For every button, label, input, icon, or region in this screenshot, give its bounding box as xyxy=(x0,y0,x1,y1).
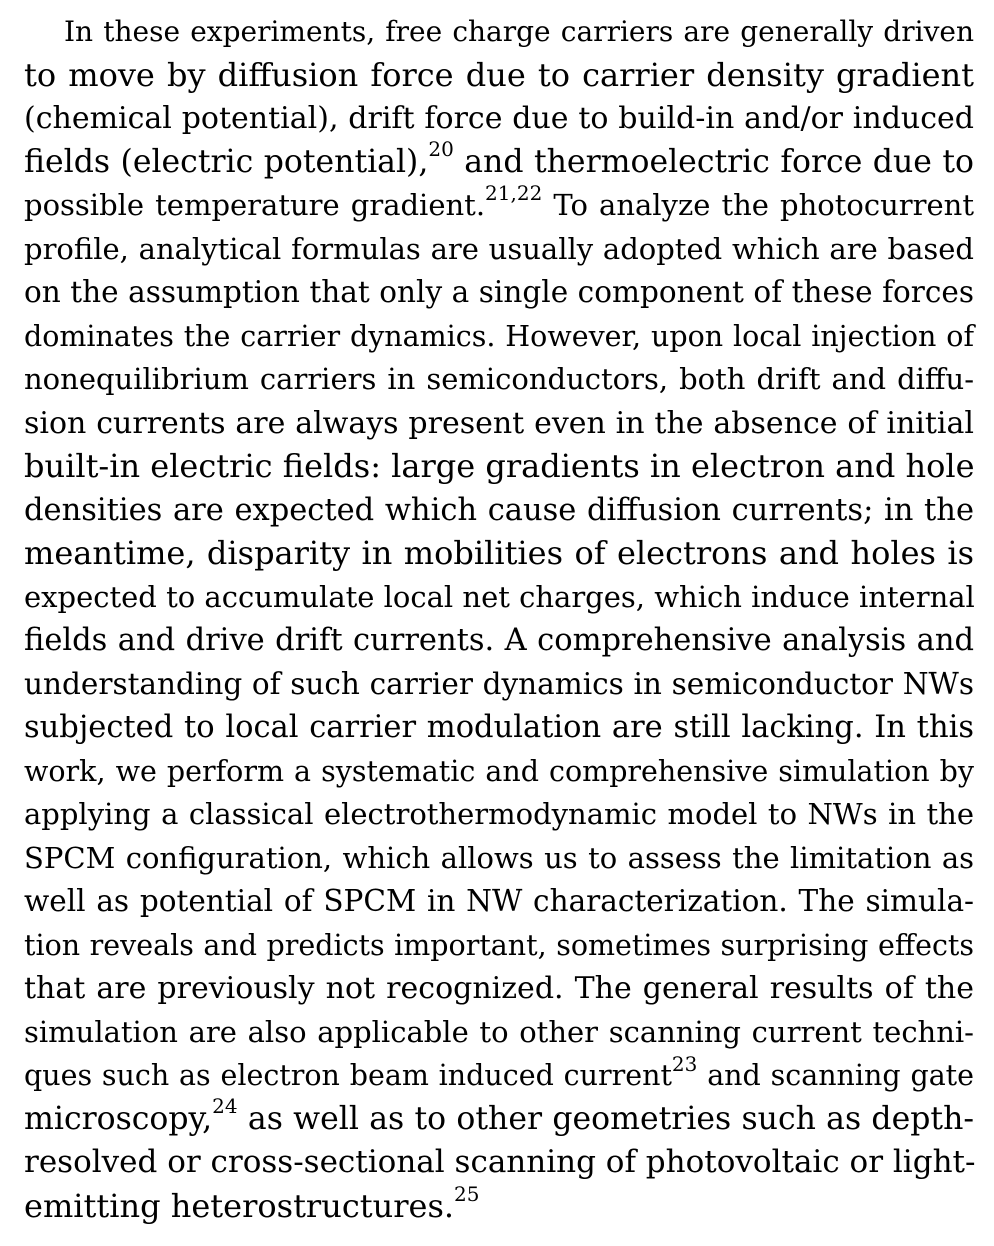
text-line: microscopy,24 as well as to other geomet… xyxy=(24,1096,974,1142)
text-line: applying a classical electrothermodynami… xyxy=(24,793,974,837)
text-line: (chemical potential), drift force due to… xyxy=(24,97,974,141)
text-line: resolved or cross-sectional scanning of … xyxy=(24,1141,976,1185)
text-segment: work, we perform a systematic and compre… xyxy=(24,754,974,788)
text-segment: subjected to local carrier modulation ar… xyxy=(24,710,974,745)
text-segment: emitting heterostructures. xyxy=(24,1186,455,1225)
text-line: fields (electric potential),20 and therm… xyxy=(24,139,974,185)
text-segment: expected to accumulate local net charges… xyxy=(24,579,975,614)
text-line: densities are expected which cause diffu… xyxy=(24,489,974,533)
text-segment: ques such as electron beam induced curre… xyxy=(24,1059,672,1092)
text-segment: as well as to other geometries such as d… xyxy=(237,1100,974,1137)
text-line: ques such as electron beam induced curre… xyxy=(24,1054,974,1098)
text-line: that are previously not recognized. The … xyxy=(24,967,974,1011)
text-segment: on the assumption that only a single com… xyxy=(24,275,974,309)
text-segment: well as potential of SPCM in NW characte… xyxy=(24,884,974,918)
citation-superscript: 23 xyxy=(671,1051,698,1076)
text-segment: possible temperature gradient. xyxy=(24,188,486,222)
text-line: on the assumption that only a single com… xyxy=(24,271,974,315)
text-segment: (chemical potential), drift force due to… xyxy=(24,101,974,136)
text-segment: microscopy, xyxy=(24,1100,213,1137)
text-segment: tion reveals and predicts important, som… xyxy=(24,928,974,962)
text-segment: and scanning gate xyxy=(697,1059,974,1092)
text-segment: meantime, disparity in mobilities of ele… xyxy=(24,534,974,572)
text-segment: built-in electric fields: large gradient… xyxy=(24,447,975,485)
text-line: emitting heterostructures.25 xyxy=(24,1181,974,1229)
text-segment: densities are expected which cause diffu… xyxy=(24,492,974,528)
text-line: tion reveals and predicts important, som… xyxy=(24,924,974,968)
text-segment: that are previously not recognized. The … xyxy=(24,971,974,1006)
citation-superscript: 20 xyxy=(428,137,454,161)
text-segment: applying a classical electrothermodynami… xyxy=(24,797,974,831)
text-line: well as potential of SPCM in NW characte… xyxy=(24,880,974,924)
text-line: fields and drive drift currents. A compr… xyxy=(24,619,974,663)
text-line: possible temperature gradient.21,22 To a… xyxy=(24,181,974,228)
text-segment: resolved or cross-sectional scanning of … xyxy=(24,1144,976,1180)
text-line: In these experiments, free charge carrie… xyxy=(24,10,974,54)
text-segment: simulation are also applicable to other … xyxy=(24,1014,974,1049)
text-segment: SPCM configuration, which allows us to a… xyxy=(24,840,974,875)
text-segment: fields and drive drift currents. A compr… xyxy=(24,623,974,658)
text-line: meantime, disparity in mobilities of ele… xyxy=(24,532,974,576)
text-line: understanding of such carrier dynamics i… xyxy=(24,663,974,707)
text-line: simulation are also applicable to other … xyxy=(24,1011,974,1055)
text-segment: and thermoelectric force due to xyxy=(453,143,974,180)
citation-superscript: 21,22 xyxy=(485,181,543,206)
text-line: nonequilibrium carriers in semiconductor… xyxy=(24,358,974,402)
text-segment: To analyze the photocurrent xyxy=(542,188,974,222)
text-segment: sion currents are always present even in… xyxy=(24,405,974,441)
citation-superscript: 25 xyxy=(454,1181,480,1206)
text-segment: dominates the carrier dynamics. However,… xyxy=(24,319,974,353)
text-segment: profile, analytical formulas are usually… xyxy=(24,231,974,266)
text-line: work, we perform a systematic and compre… xyxy=(24,750,974,794)
citation-superscript: 24 xyxy=(212,1094,238,1118)
text-line: to move by diffusion force due to carrie… xyxy=(24,54,974,98)
text-line: profile, analytical formulas are usually… xyxy=(24,228,974,272)
text-segment: nonequilibrium carriers in semiconductor… xyxy=(24,362,974,396)
text-segment: fields (electric potential), xyxy=(24,143,429,180)
text-line: SPCM configuration, which allows us to a… xyxy=(24,837,974,881)
text-segment: to move by diffusion force due to carrie… xyxy=(24,55,974,94)
text-line: expected to accumulate local net charges… xyxy=(24,576,975,620)
text-line: built-in electric fields: large gradient… xyxy=(24,445,975,489)
text-segment: In these experiments, free charge carrie… xyxy=(64,15,974,48)
paper-paragraph: In these experiments, free charge carrie… xyxy=(24,10,976,1229)
text-segment: understanding of such carrier dynamics i… xyxy=(24,666,974,701)
text-line: dominates the carrier dynamics. However,… xyxy=(24,315,974,359)
text-line: sion currents are always present even in… xyxy=(24,402,974,446)
text-line: subjected to local carrier modulation ar… xyxy=(24,706,974,750)
